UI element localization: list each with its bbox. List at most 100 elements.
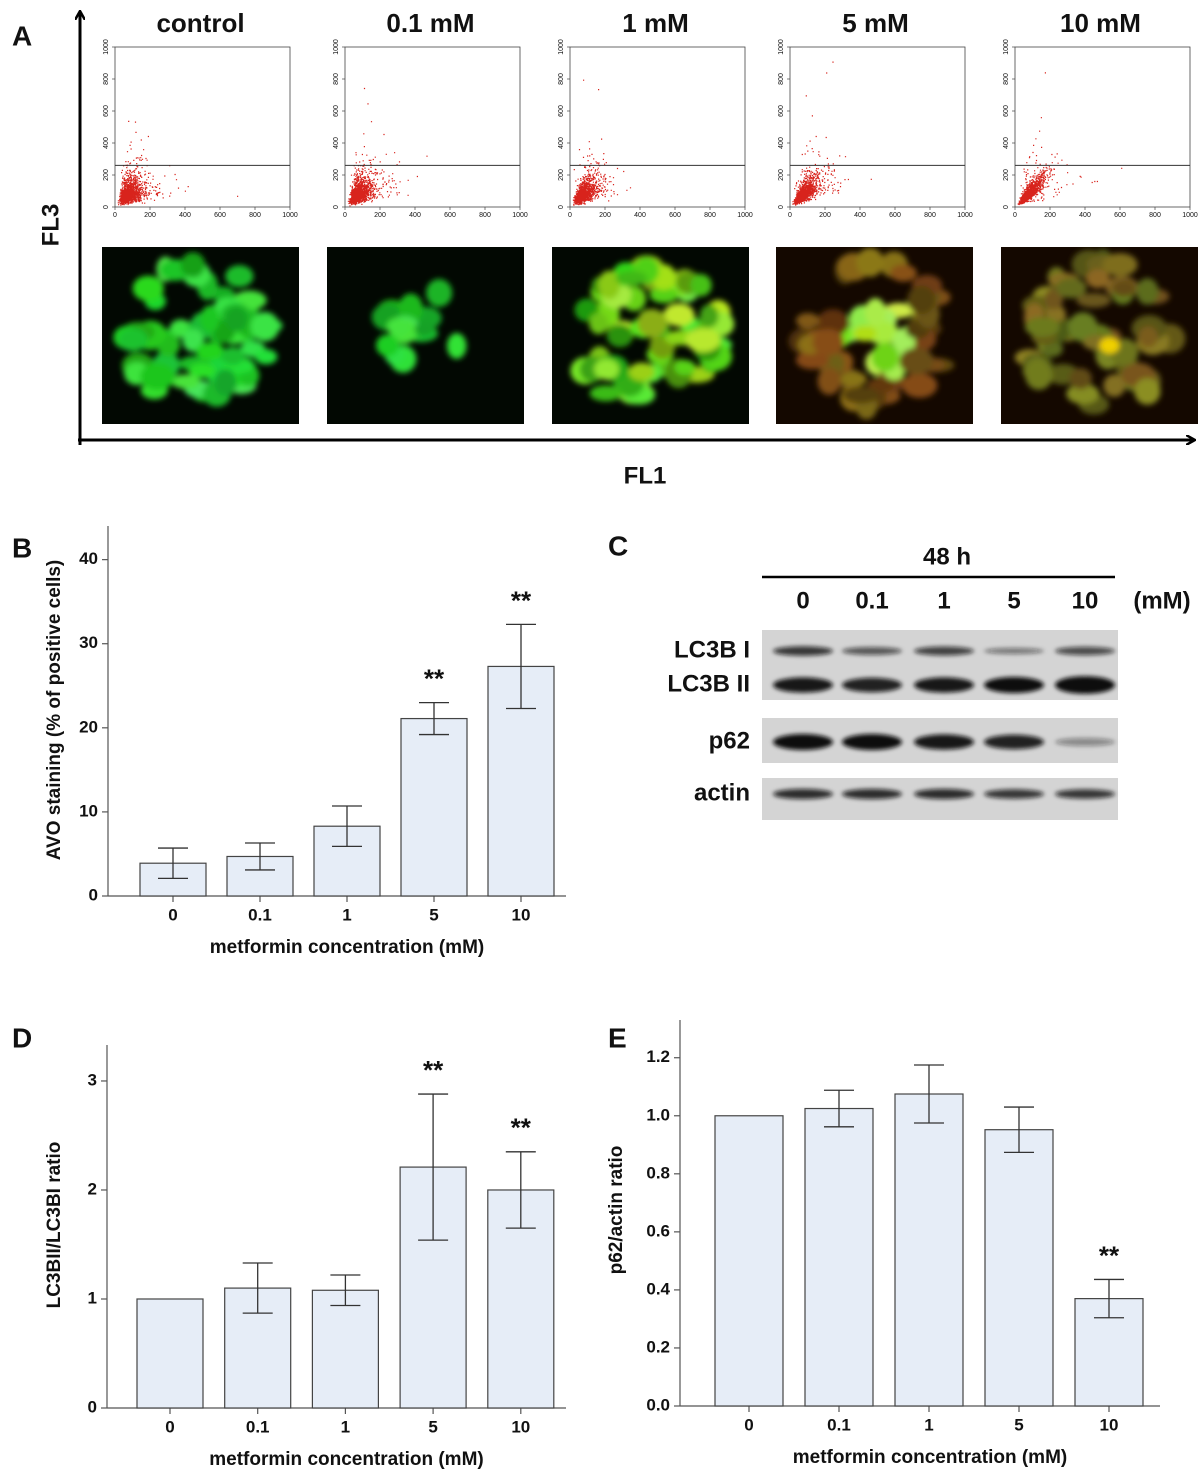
- flow-x-tick-label: 800: [924, 212, 936, 219]
- cell: [117, 328, 148, 352]
- cell: [398, 293, 423, 323]
- y-tick-label: 0.6: [646, 1221, 670, 1240]
- cell: [663, 303, 695, 327]
- cell: [615, 271, 648, 286]
- flow-x-tick-label: 1000: [512, 212, 528, 219]
- band: [842, 734, 902, 750]
- error-bar: [505, 1151, 536, 1229]
- flow-x-tick-label: 1000: [957, 212, 973, 219]
- flow-y-tick-label: 1000: [103, 39, 110, 55]
- flow-y-tick-label: 0: [778, 205, 785, 209]
- flow-x-tick-label: 200: [819, 212, 831, 219]
- flow-x-tick-label: 0: [568, 212, 572, 219]
- cell: [901, 372, 938, 398]
- flow-dots: [572, 79, 632, 206]
- cell: [1076, 292, 1112, 308]
- y-tick-label: 2: [88, 1179, 97, 1198]
- cell: [1024, 317, 1060, 337]
- bar: [714, 1115, 784, 1407]
- cell: [594, 358, 620, 380]
- x-tick-label: 1: [341, 1417, 350, 1436]
- cell: [685, 327, 721, 353]
- flow-y-tick-label: 600: [558, 105, 565, 117]
- flow-y-tick-label: 400: [103, 137, 110, 149]
- panel-letter: A: [12, 20, 32, 51]
- y-tick-label: 0: [89, 885, 98, 904]
- flow-y-tick-label: 1000: [778, 39, 785, 55]
- cell: [871, 342, 900, 372]
- flow-y-tick-label: 400: [1003, 137, 1010, 149]
- cell: [1055, 277, 1087, 299]
- flow-x-tick-label: 400: [854, 212, 866, 219]
- row-label: LC3B II: [667, 670, 750, 697]
- flow-x-tick-label: 600: [669, 212, 681, 219]
- band: [773, 734, 833, 750]
- y-tick-label: 0.0: [646, 1395, 670, 1414]
- y-tick-label: 0.2: [646, 1337, 670, 1356]
- cell: [1025, 360, 1053, 390]
- x-tick-label: 1: [924, 1415, 933, 1434]
- cell: [225, 265, 254, 288]
- cell: [140, 362, 176, 390]
- flow-y-tick-label: 800: [1003, 73, 1010, 85]
- cell: [200, 305, 220, 333]
- error-bar: [1004, 1106, 1034, 1153]
- cell: [598, 270, 621, 300]
- flow-y-tick-label: 800: [558, 73, 565, 85]
- cell: [649, 287, 679, 304]
- cell: [889, 264, 917, 282]
- flow-y-tick-label: 600: [1003, 105, 1010, 117]
- cell: [1138, 326, 1158, 348]
- y-tick-label: 20: [79, 717, 98, 736]
- flow-y-tick-label: 600: [333, 105, 340, 117]
- cell: [225, 307, 248, 332]
- flow-x-tick-label: 0: [788, 212, 792, 219]
- band: [1055, 646, 1115, 656]
- lane-label: 0: [796, 587, 809, 614]
- flow-y-tick-label: 200: [1003, 169, 1010, 181]
- cell: [1099, 337, 1120, 354]
- flow-y-tick-label: 200: [778, 169, 785, 181]
- flow-x-tick-label: 1000: [282, 212, 298, 219]
- flow-y-tick-label: 400: [558, 137, 565, 149]
- flow-y-tick-label: 600: [778, 105, 785, 117]
- flow-plot-frame: [1014, 46, 1191, 208]
- cell: [132, 275, 164, 302]
- condition-title: 1 mM: [622, 8, 688, 38]
- flow-x-tick-label: 800: [479, 212, 491, 219]
- y-tick-label: 0.4: [646, 1279, 670, 1298]
- cell: [221, 346, 245, 366]
- cell: [907, 285, 936, 315]
- flow-x-tick-label: 1000: [1182, 212, 1198, 219]
- flow-x-tick-label: 200: [599, 212, 611, 219]
- flow-x-tick-label: 200: [1044, 212, 1056, 219]
- flow-y-tick-label: 800: [103, 73, 110, 85]
- significance: **: [423, 1055, 444, 1085]
- cell: [446, 333, 467, 359]
- panel-letter: B: [12, 532, 32, 563]
- row-label: LC3B I: [674, 636, 750, 663]
- bar: [984, 1129, 1054, 1407]
- flow-plot-frame: [114, 46, 291, 208]
- flow-y-tick-label: 400: [778, 137, 785, 149]
- flow-x-tick-label: 200: [144, 212, 156, 219]
- cell: [386, 317, 410, 336]
- cell: [1134, 378, 1161, 405]
- y-tick-label: 40: [79, 549, 98, 568]
- error-bar: [158, 847, 188, 879]
- flow-x-tick-label: 800: [249, 212, 261, 219]
- y-axis-label: p62/actin ratio: [606, 1146, 627, 1275]
- flow-x-tick-label: 600: [1114, 212, 1126, 219]
- y-axis-label: FL3: [37, 204, 64, 247]
- cell: [195, 342, 225, 361]
- flow-y-tick-label: 0: [103, 205, 110, 209]
- cell: [840, 371, 867, 387]
- cell: [628, 362, 655, 382]
- x-tick-label: 5: [428, 1417, 437, 1436]
- y-axis-label: LC3BII/LC3BI ratio: [44, 1142, 65, 1309]
- flow-dots: [792, 61, 872, 206]
- lane-label: 10: [1072, 587, 1099, 614]
- lane-label: 5: [1007, 587, 1020, 614]
- flow-y-tick-label: 1000: [558, 39, 565, 55]
- cell: [589, 312, 609, 335]
